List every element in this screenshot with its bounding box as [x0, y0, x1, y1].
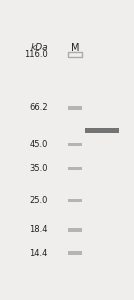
Text: kDa: kDa: [30, 43, 48, 52]
Bar: [68, 251, 82, 255]
Text: 116.0: 116.0: [24, 50, 48, 59]
Bar: [68, 228, 82, 232]
Text: 25.0: 25.0: [29, 196, 48, 205]
Text: 66.2: 66.2: [29, 103, 48, 112]
Text: 14.4: 14.4: [29, 249, 48, 258]
Text: M: M: [71, 43, 79, 53]
Bar: [68, 199, 82, 202]
Text: 45.0: 45.0: [29, 140, 48, 149]
Bar: [85, 128, 118, 134]
Bar: [68, 143, 82, 146]
Bar: [68, 106, 82, 110]
Bar: [68, 167, 82, 170]
Bar: [68, 52, 82, 57]
Text: 35.0: 35.0: [29, 164, 48, 173]
Text: 18.4: 18.4: [29, 225, 48, 234]
